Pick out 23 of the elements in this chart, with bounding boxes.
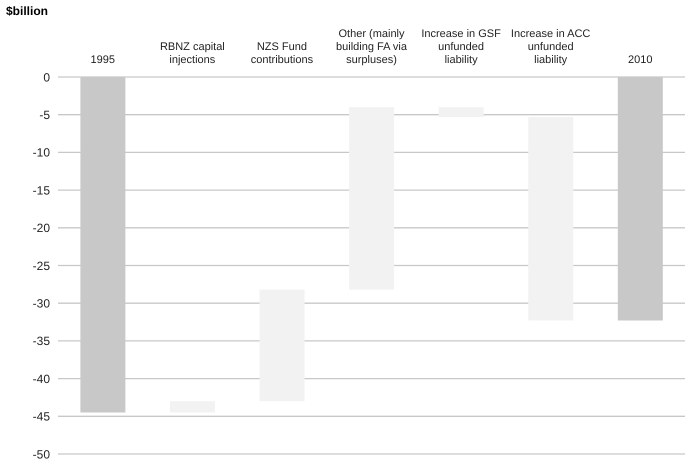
x-tick-label: Increase in ACC unfunded liability: [510, 28, 590, 66]
y-tick-label: -5: [39, 108, 50, 122]
bar: [260, 290, 305, 402]
y-tick-label: -40: [32, 372, 50, 386]
y-axis-title: $billion: [6, 4, 48, 18]
x-tick-label: 1995: [90, 54, 116, 66]
y-tick-label: 0: [43, 70, 50, 84]
bar: [349, 107, 394, 290]
x-tick-label: 2010: [628, 54, 652, 66]
bar: [528, 116, 574, 321]
x-tick-label: RBNZ capital injections: [160, 41, 225, 66]
y-tick-label: -50: [32, 447, 50, 462]
y-tick-label: -25: [32, 258, 50, 273]
x-tick-label: NZS Fund contributions: [250, 41, 314, 66]
bar: [438, 107, 484, 117]
x-tick-label: Increase in GSF unfunded liability: [421, 28, 502, 66]
y-tick-label: -45: [32, 410, 50, 424]
x-tick-label: Other (mainly building FA via surpluses): [336, 28, 408, 66]
y-tick-label: -30: [32, 296, 50, 310]
y-tick-label: -35: [32, 334, 50, 348]
y-tick-label: -10: [32, 146, 50, 160]
y-tick-label: -20: [32, 221, 50, 236]
y-tick-label: -15: [32, 183, 50, 198]
